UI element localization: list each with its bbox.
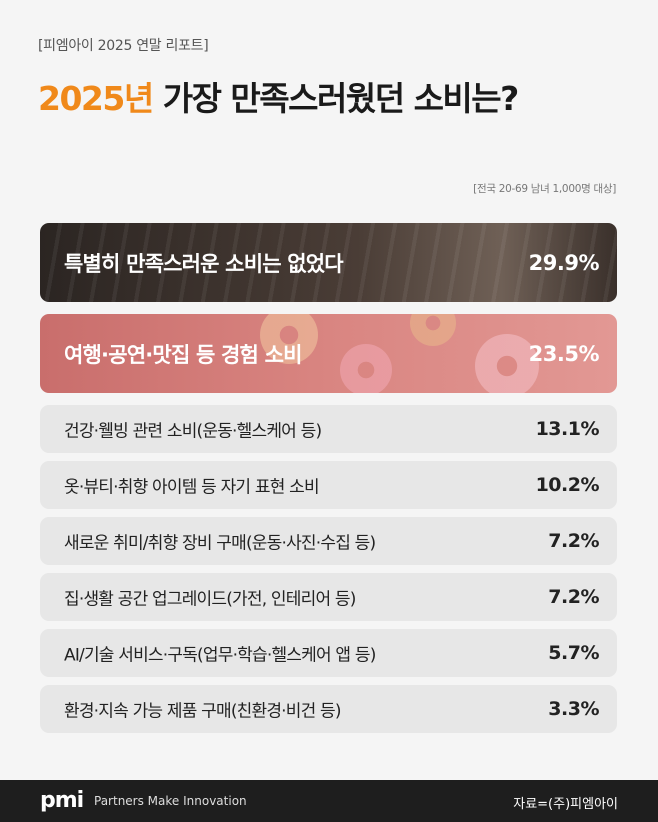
title-question: 가장 만족스러웠던 소비는? (152, 79, 520, 118)
bar-label: 여행·공연·맛집 등 경험 소비 (64, 342, 302, 367)
bar-row-1: 특별히 만족스러운 소비는 없었다 29.9% (40, 223, 617, 302)
footer-bar: pmi Partners Make Innovation 자료=(주)피엠아이 (0, 780, 658, 822)
bar-label: 새로운 취미/취향 장비 구매(운동·사진·수집 등) (64, 533, 376, 554)
bar-value: 10.2% (535, 474, 600, 496)
report-title: 2025년 가장 만족스러웠던 소비는? (38, 72, 520, 120)
survey-note: [전국 20-69 남녀 1,000명 대상] (473, 183, 616, 195)
bar-row-3: 건강·웰빙 관련 소비(운동·헬스케어 등) 13.1% (40, 405, 617, 453)
bar-value: 5.7% (548, 642, 599, 664)
bar-label: 환경·지속 가능 제품 구매(친환경·비건 등) (64, 701, 342, 722)
bar-value: 7.2% (548, 586, 599, 608)
bar-row-6: 집·생활 공간 업그레이드(가전, 인테리어 등) 7.2% (40, 573, 617, 621)
bar-label: 옷·뷰티·취향 아이템 등 자기 표현 소비 (64, 477, 320, 498)
bar-value: 13.1% (535, 418, 600, 440)
donut-decoration (340, 344, 392, 393)
donut-decoration (260, 314, 318, 364)
report-subtitle: [피엠아이 2025 연말 리포트] (38, 38, 209, 54)
pmi-logo: pmi (40, 788, 84, 813)
source-credit: 자료=(주)피엠아이 (513, 797, 618, 812)
bar-label: 건강·웰빙 관련 소비(운동·헬스케어 등) (64, 421, 322, 442)
donut-decoration (475, 334, 539, 393)
bar-row-7: AI/기술 서비스·구독(업무·학습·헬스케어 앱 등) 5.7% (40, 629, 617, 677)
donut-decoration (410, 314, 456, 346)
bar-label: AI/기술 서비스·구독(업무·학습·헬스케어 앱 등) (64, 645, 376, 666)
bar-row-5: 새로운 취미/취향 장비 구매(운동·사진·수집 등) 7.2% (40, 517, 617, 565)
bar-value: 23.5% (528, 341, 600, 366)
title-year: 2025년 (38, 79, 154, 118)
bar-row-2: 여행·공연·맛집 등 경험 소비 23.5% (40, 314, 617, 393)
footer-tagline: Partners Make Innovation (94, 794, 247, 808)
bar-value: 3.3% (548, 698, 599, 720)
bar-row-4: 옷·뷰티·취향 아이템 등 자기 표현 소비 10.2% (40, 461, 617, 509)
bar-value: 7.2% (548, 530, 599, 552)
bar-label: 집·생활 공간 업그레이드(가전, 인테리어 등) (64, 589, 356, 610)
bar-label: 특별히 만족스러운 소비는 없었다 (64, 251, 344, 276)
bar-row-8: 환경·지속 가능 제품 구매(친환경·비건 등) 3.3% (40, 685, 617, 733)
bar-value: 29.9% (528, 250, 600, 275)
